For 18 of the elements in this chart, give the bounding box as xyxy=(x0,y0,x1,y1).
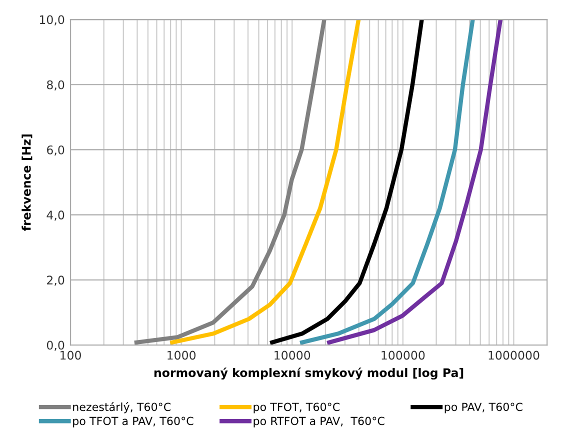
y-tick-label: 6,0 xyxy=(46,145,64,156)
x-tick-label: 10000 xyxy=(274,350,310,360)
x-tick-label: 100000 xyxy=(382,350,425,360)
x-tick-label: 1000000 xyxy=(488,350,540,360)
y-tick-label: 2,0 xyxy=(47,276,64,286)
legend-label: nezestárlý, T60°C xyxy=(73,402,171,414)
legend-label: po TFOT, T60°C xyxy=(254,402,340,414)
legend-label: po TFOT a PAV, T60°C xyxy=(73,416,194,428)
y-tick-label: 10,0 xyxy=(40,15,64,26)
y-tick-label: 8,0 xyxy=(46,80,64,90)
x-tick-label: 100 xyxy=(60,350,81,360)
y-tick-label: 0,0 xyxy=(46,340,64,351)
y-tick-label: 4,0 xyxy=(46,210,64,221)
legend-label: po RTFOT a PAV, T60°C xyxy=(254,416,384,428)
x-tick-label: 1000 xyxy=(168,350,196,360)
y-axis-title: frekvence [Hz] xyxy=(22,134,32,231)
legend-label: po PAV, T60°C xyxy=(444,402,522,414)
x-axis-title: normovaný komplexní smykový modul [log Pa] xyxy=(154,368,464,380)
